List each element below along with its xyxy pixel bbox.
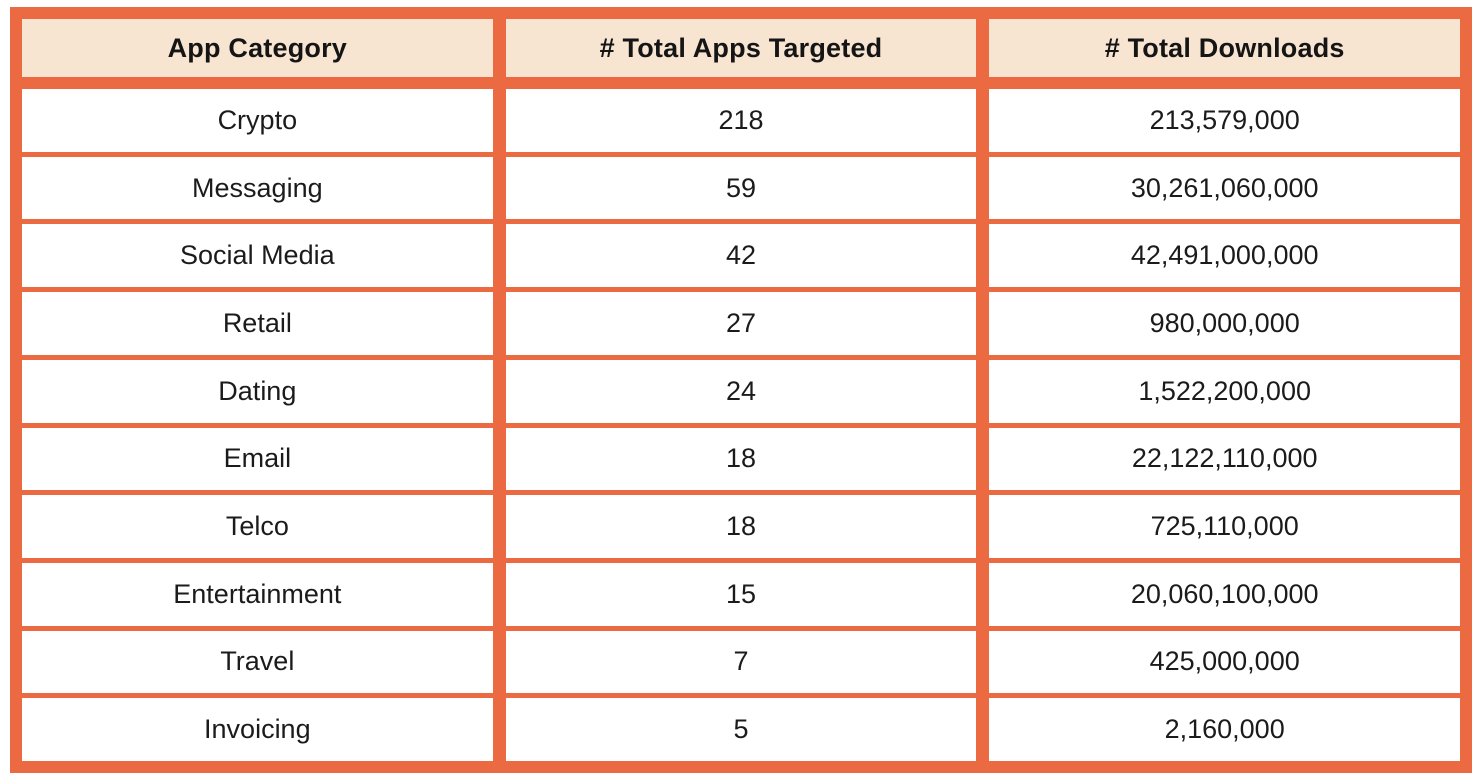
cell-apps-targeted: 18 <box>505 495 977 558</box>
cell-category: Retail <box>22 292 493 355</box>
cell-category: Messaging <box>22 156 493 220</box>
data-table: App Category # Total Apps Targeted # Tot… <box>10 7 1472 773</box>
cell-category: Telco <box>22 495 493 558</box>
table-row: Crypto 218 213,579,000 <box>22 89 1460 152</box>
cell-category: Dating <box>22 359 493 423</box>
table-row: Social Media 42 42,491,000,000 <box>22 224 1460 288</box>
table-header-row: App Category # Total Apps Targeted # Tot… <box>22 19 1460 77</box>
cell-apps-targeted: 7 <box>505 630 977 694</box>
header-cell-app-category: App Category <box>22 19 493 77</box>
cell-category: Entertainment <box>22 562 493 626</box>
cell-downloads: 725,110,000 <box>989 495 1460 558</box>
cell-apps-targeted: 59 <box>505 156 977 220</box>
table-row: Travel 7 425,000,000 <box>22 630 1460 694</box>
cell-category: Social Media <box>22 224 493 288</box>
cell-downloads: 213,579,000 <box>989 89 1460 152</box>
cell-category: Crypto <box>22 89 493 152</box>
cell-apps-targeted: 42 <box>505 224 977 288</box>
table-row: Invoicing 5 2,160,000 <box>22 698 1460 762</box>
cell-downloads: 2,160,000 <box>989 698 1460 762</box>
cell-category: Invoicing <box>22 698 493 762</box>
cell-category: Email <box>22 427 493 491</box>
cell-category: Travel <box>22 630 493 694</box>
cell-downloads: 42,491,000,000 <box>989 224 1460 288</box>
cell-downloads: 30,261,060,000 <box>989 156 1460 220</box>
cell-downloads: 425,000,000 <box>989 630 1460 694</box>
cell-downloads: 22,122,110,000 <box>989 427 1460 491</box>
cell-apps-targeted: 24 <box>505 359 977 423</box>
table-row: Telco 18 725,110,000 <box>22 495 1460 558</box>
header-cell-total-downloads: # Total Downloads <box>989 19 1460 77</box>
table-body: Crypto 218 213,579,000 Messaging 59 30,2… <box>22 89 1460 762</box>
cell-apps-targeted: 15 <box>505 562 977 626</box>
table-row: Email 18 22,122,110,000 <box>22 427 1460 491</box>
cell-downloads: 980,000,000 <box>989 292 1460 355</box>
table-row: Dating 24 1,522,200,000 <box>22 359 1460 423</box>
cell-downloads: 1,522,200,000 <box>989 359 1460 423</box>
cell-apps-targeted: 218 <box>505 89 977 152</box>
table-row: Retail 27 980,000,000 <box>22 292 1460 355</box>
cell-apps-targeted: 5 <box>505 698 977 762</box>
table-row: Entertainment 15 20,060,100,000 <box>22 562 1460 626</box>
cell-apps-targeted: 18 <box>505 427 977 491</box>
cell-apps-targeted: 27 <box>505 292 977 355</box>
cell-downloads: 20,060,100,000 <box>989 562 1460 626</box>
header-cell-total-apps-targeted: # Total Apps Targeted <box>505 19 977 77</box>
table-row: Messaging 59 30,261,060,000 <box>22 156 1460 220</box>
